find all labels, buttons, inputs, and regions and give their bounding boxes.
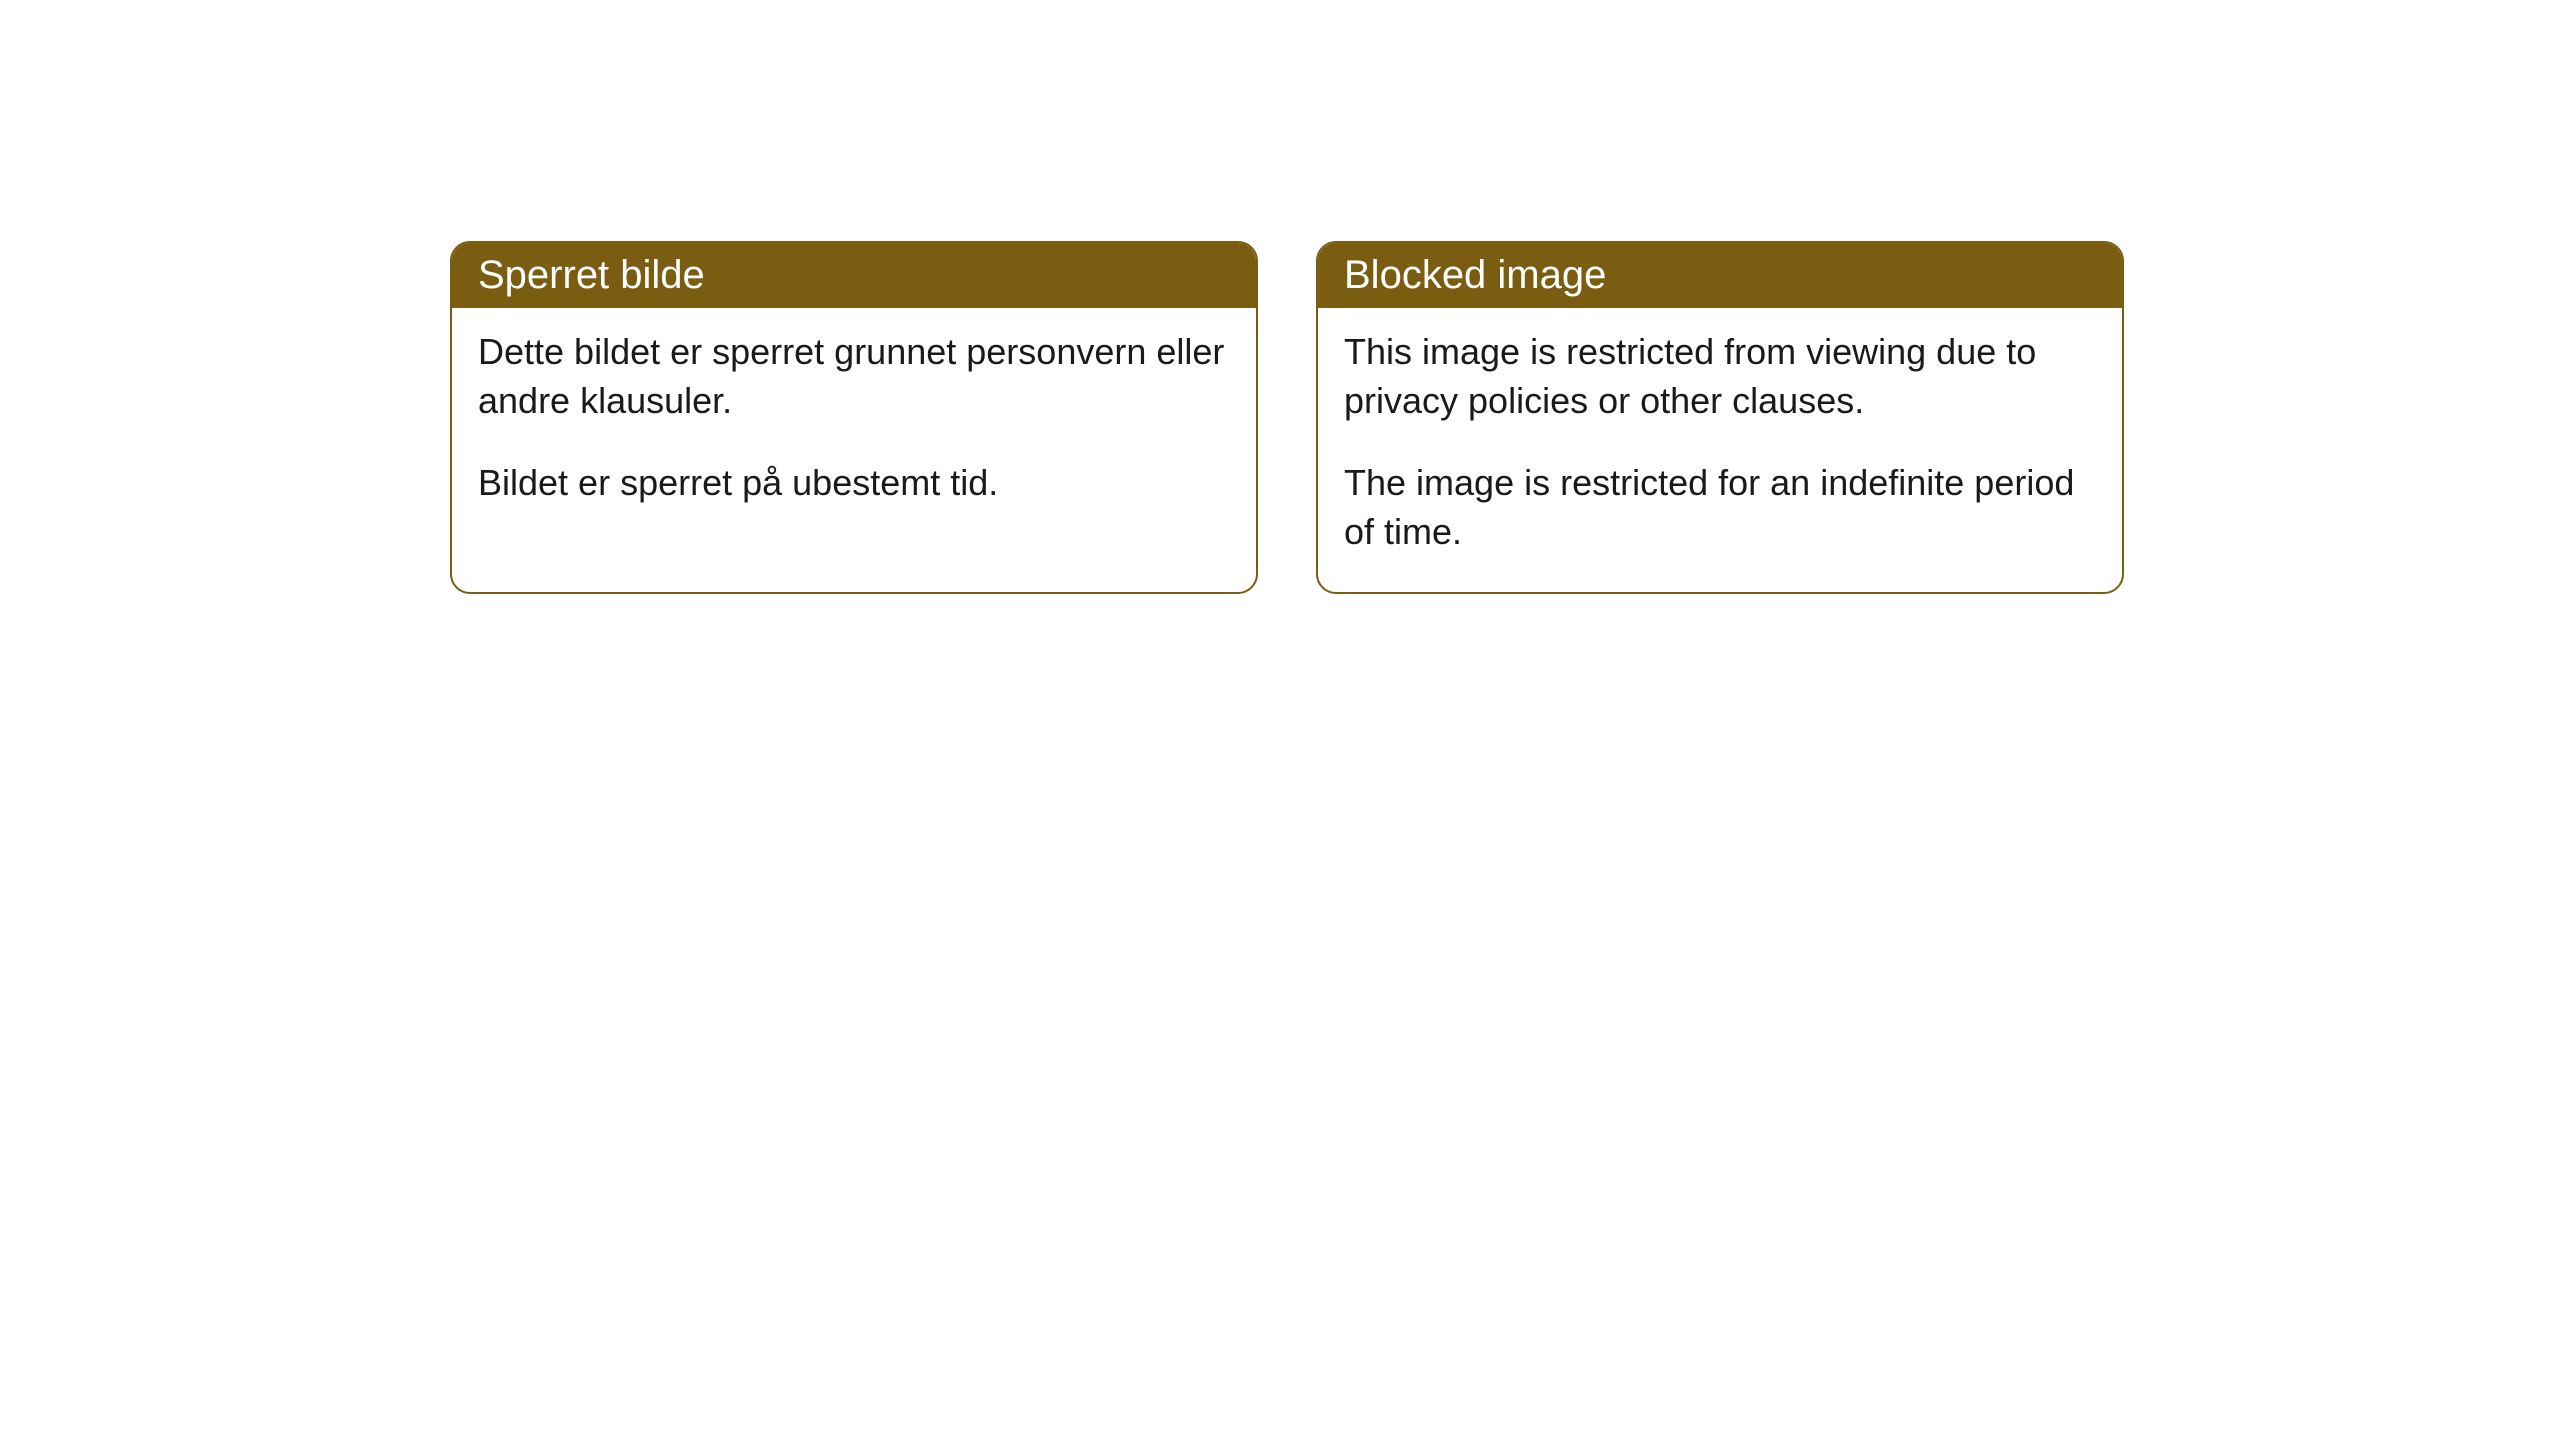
card-paragraph: The image is restricted for an indefinit… xyxy=(1344,459,2096,556)
card-title-norwegian: Sperret bilde xyxy=(452,243,1256,308)
cards-container: Sperret bilde Dette bildet er sperret gr… xyxy=(0,0,2560,594)
card-paragraph: Bildet er sperret på ubestemt tid. xyxy=(478,459,1230,508)
card-body-norwegian: Dette bildet er sperret grunnet personve… xyxy=(452,308,1256,544)
card-paragraph: This image is restricted from viewing du… xyxy=(1344,328,2096,425)
card-body-english: This image is restricted from viewing du… xyxy=(1318,308,2122,592)
card-paragraph: Dette bildet er sperret grunnet personve… xyxy=(478,328,1230,425)
card-norwegian: Sperret bilde Dette bildet er sperret gr… xyxy=(450,241,1258,594)
card-title-english: Blocked image xyxy=(1318,243,2122,308)
card-english: Blocked image This image is restricted f… xyxy=(1316,241,2124,594)
